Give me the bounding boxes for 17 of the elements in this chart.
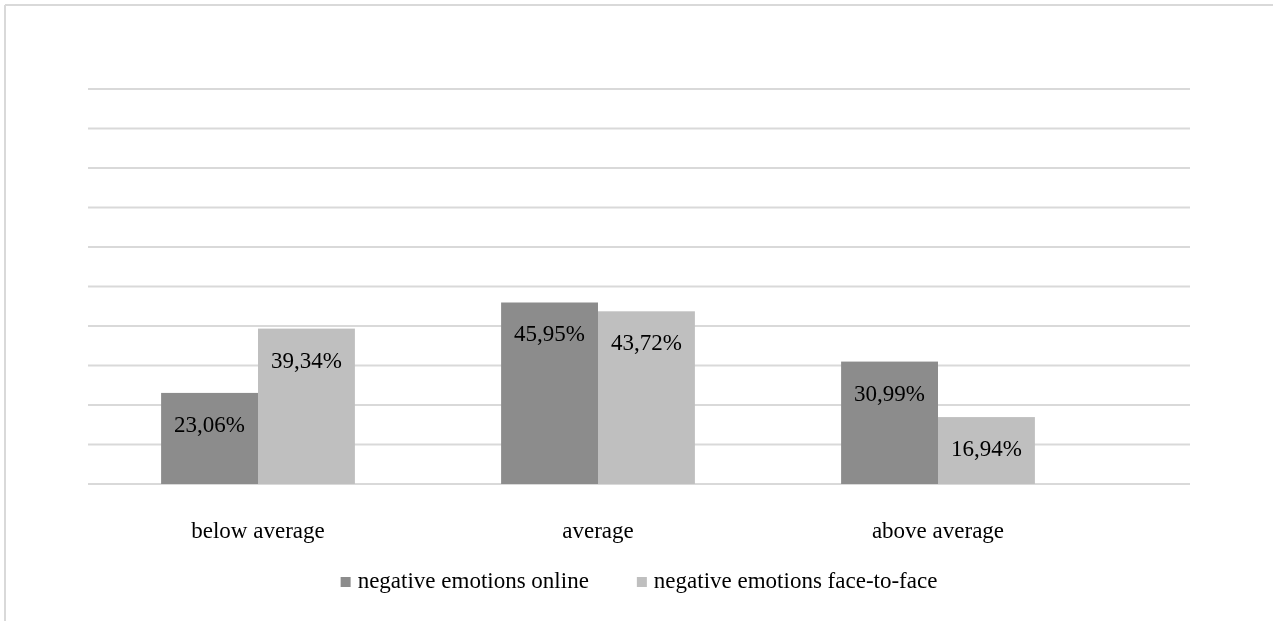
data-label: 45,95% — [514, 321, 586, 347]
bar — [598, 311, 695, 484]
data-label: 16,94% — [950, 436, 1022, 462]
x-tick-label: below average — [191, 518, 325, 543]
data-label: 39,34% — [270, 347, 342, 373]
data-label: 30,99% — [854, 380, 926, 406]
bar — [501, 302, 598, 484]
bar — [258, 328, 355, 484]
x-tick-label: average — [562, 518, 634, 543]
data-label: 43,72% — [610, 330, 682, 356]
bar — [938, 417, 1035, 484]
x-tick-label: above average — [871, 518, 1005, 543]
legend-label: negative emotions face-to-face — [653, 568, 938, 593]
data-label: 23,06% — [174, 411, 246, 437]
bar — [161, 392, 258, 484]
bar — [841, 361, 938, 484]
legend-label: negative emotions online — [357, 568, 589, 593]
